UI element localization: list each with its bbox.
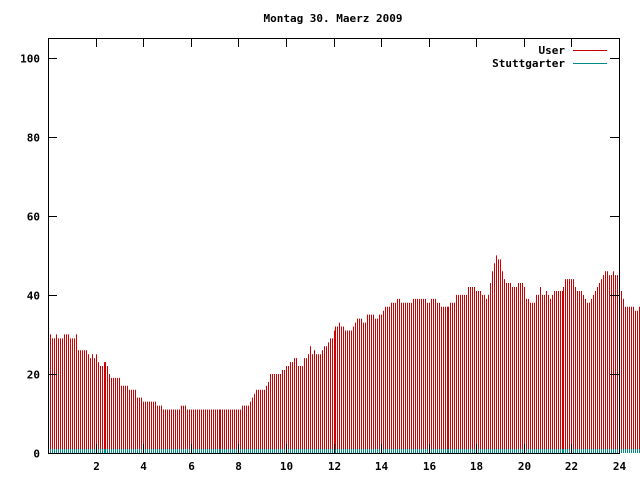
y-tick-label: 20 <box>27 369 40 382</box>
x-tick-label: 6 <box>188 460 195 473</box>
stuttgarter-series-bars <box>48 449 640 453</box>
x-tick-label: 22 <box>565 460 578 473</box>
x-tick-label: 18 <box>470 460 483 473</box>
y-tick-label: 60 <box>27 211 40 224</box>
legend-label: User <box>539 44 566 57</box>
y-tick-label: 40 <box>27 290 40 303</box>
x-tick-label: 24 <box>613 460 627 473</box>
user-series-bars <box>48 255 640 453</box>
x-tick-label: 14 <box>375 460 389 473</box>
x-tick-label: 8 <box>235 460 242 473</box>
x-tick-label: 4 <box>140 460 147 473</box>
x-tick-label: 16 <box>423 460 437 473</box>
legend-label: Stuttgarter <box>492 57 565 70</box>
x-tick-label: 20 <box>518 460 531 473</box>
y-tick-label: 80 <box>27 132 40 145</box>
y-tick-label: 0 <box>33 448 40 461</box>
x-tick-label: 2 <box>93 460 100 473</box>
x-tick-label: 12 <box>328 460 341 473</box>
y-tick-label: 100 <box>20 53 40 66</box>
x-tick-label: 10 <box>280 460 293 473</box>
chart-title: Montag 30. Maerz 2009 <box>263 12 402 25</box>
